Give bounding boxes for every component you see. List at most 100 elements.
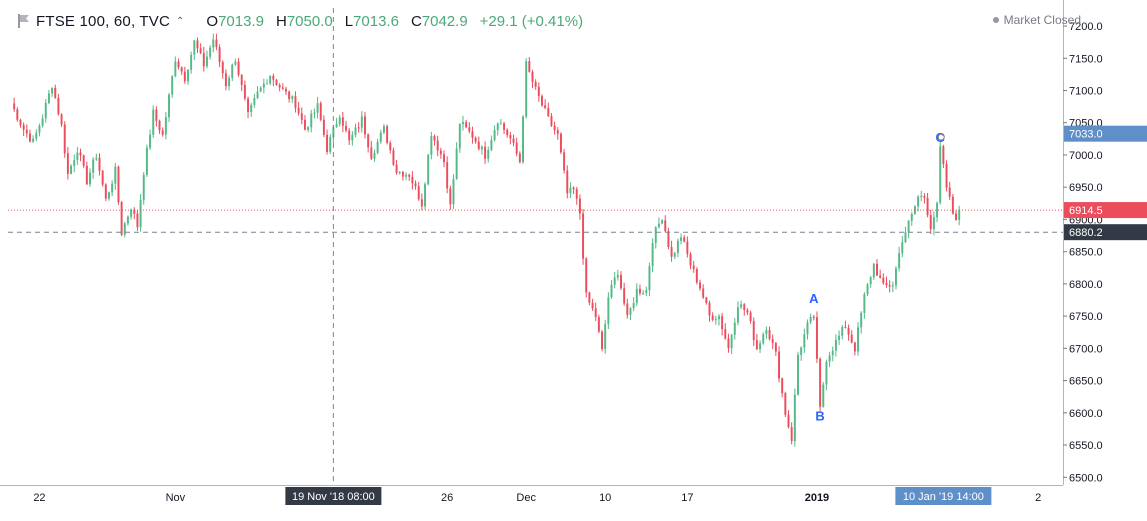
time-tick-label: 26 [441,492,453,504]
candle [815,311,818,363]
candle [139,194,142,232]
candle-body [313,112,316,114]
candle [774,341,777,356]
candle [604,319,607,354]
candle [382,124,385,135]
candle [683,235,686,243]
candle-body [256,91,259,98]
candle-body [863,294,866,313]
candle [288,90,291,103]
candle-body [455,148,458,180]
candle-body [629,308,632,315]
candle [594,302,597,322]
candle-body [496,123,499,131]
candle [480,145,483,155]
candle [446,156,449,194]
candle-body [806,322,809,335]
candle-body [506,129,509,136]
candle-body [936,202,939,218]
candle-body [149,134,152,148]
candle [740,300,743,310]
candle-body [607,297,610,325]
candle [436,135,439,157]
candle-body [616,275,619,278]
candle-body [16,109,19,120]
candle [174,56,177,78]
candle-body [518,153,521,163]
candle [803,328,806,353]
candle [284,86,287,95]
close-label: C [410,12,422,30]
candle-body [563,152,566,171]
chevron-up-icon[interactable]: ⌃ [176,15,185,27]
candle-body [38,125,41,133]
candle-body [449,188,452,205]
candle-body [755,340,758,350]
candle-body [168,94,171,118]
candle [518,151,521,164]
candle-body [683,237,686,242]
candle [13,97,16,112]
candle [831,346,834,362]
candle-body [66,153,69,174]
candle [812,314,815,321]
candle [809,313,812,325]
candle [838,330,841,345]
ohlc-values: O7013.9 H7050.0 L7013.6 C7042.9 [206,13,467,30]
candle-body [591,302,594,309]
price-tick-label: 6550.0 [1069,440,1103,452]
candle-body [673,252,676,257]
candle [610,280,613,299]
candle-body [951,196,954,214]
candle [547,102,550,118]
candle-body [310,113,313,128]
candle [613,271,616,289]
candle [515,137,518,157]
candle [727,333,730,353]
candle [746,308,749,316]
candle [550,112,553,127]
time-tick-label: 2019 [805,492,829,504]
candle-body [676,240,679,253]
current-price-tag: 6914.5 [1064,202,1147,219]
candle [47,89,50,105]
high-label: H [275,12,287,30]
candle [920,190,923,202]
candle [187,69,189,85]
symbol-title[interactable]: FTSE 100, 60, TVC [36,12,171,30]
candle [778,346,781,383]
candle [894,266,897,290]
candle [171,74,174,98]
candle [907,219,910,239]
candle [509,131,512,145]
candle [433,134,436,146]
candle-body [341,117,344,126]
candle-body [724,329,727,339]
highlight-price-tag: 7033.0 [1064,125,1147,142]
candle [389,140,392,154]
candle-body [231,64,234,78]
candle-body [920,195,923,197]
candle-body [692,265,695,270]
candle-body [338,117,341,125]
candle-body [695,269,698,283]
candle-body [294,96,297,108]
candle [844,320,847,329]
candle [212,33,215,53]
candle [98,153,101,176]
candle-body [335,124,338,128]
candle-body [642,293,645,295]
candle [578,194,581,220]
candle-body [117,166,120,203]
candle-body [657,223,660,228]
candle [291,95,294,103]
candle [161,127,164,137]
candle-body [427,154,430,185]
price-tick-label: 6750.0 [1069,311,1103,323]
candle [202,46,205,72]
candle [503,121,506,134]
candle [335,117,338,128]
candle [901,235,904,258]
